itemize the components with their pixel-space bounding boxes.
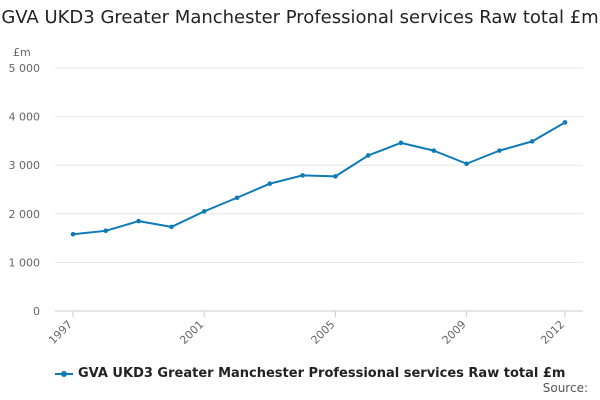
- source-label: Source:: [542, 381, 588, 395]
- data-point: [103, 228, 109, 234]
- legend-swatch-icon: [55, 369, 73, 379]
- data-point: [562, 120, 568, 125]
- chart-title: GVA UKD3 Greater Manchester Professional…: [1, 7, 599, 28]
- legend-label: GVA UKD3 Greater Manchester Professional…: [78, 366, 566, 381]
- x-tick-label: 2009: [440, 318, 469, 347]
- data-point: [267, 181, 273, 186]
- data-point: [398, 140, 404, 146]
- data-point: [169, 224, 174, 230]
- legend: GVA UKD3 Greater Manchester Professional…: [55, 366, 565, 381]
- x-tick-label: 2001: [177, 318, 206, 347]
- data-point: [464, 161, 469, 167]
- data-point: [497, 148, 502, 153]
- data-point: [333, 174, 338, 179]
- y-axis-label: £m: [13, 46, 31, 59]
- x-tick-label: 1997: [46, 318, 75, 347]
- y-tick-label: 5 000: [9, 62, 41, 75]
- data-point: [201, 209, 207, 214]
- data-point: [70, 231, 76, 237]
- axes: 0 1 000 2 000 3 000 4 000 5 000 £m 1997 2001 2005…: [9, 46, 568, 347]
- data-point: [234, 195, 240, 201]
- data-point: [136, 218, 141, 224]
- series-layer: [70, 120, 568, 237]
- y-tick-label: 4 000: [9, 111, 41, 124]
- x-tick-label: 2005: [309, 318, 338, 347]
- data-point: [365, 153, 371, 158]
- y-tick-label: 3 000: [9, 159, 41, 172]
- gridlines: [55, 67, 583, 312]
- series-line: [72, 121, 566, 236]
- data-point: [300, 173, 305, 178]
- data-point: [431, 148, 437, 153]
- y-tick-label: 2 000: [9, 208, 41, 221]
- y-tick-label: 1 000: [9, 256, 41, 269]
- x-tick-label: 2012: [538, 318, 567, 347]
- y-tick-label: 0: [33, 305, 40, 318]
- data-point: [529, 139, 535, 144]
